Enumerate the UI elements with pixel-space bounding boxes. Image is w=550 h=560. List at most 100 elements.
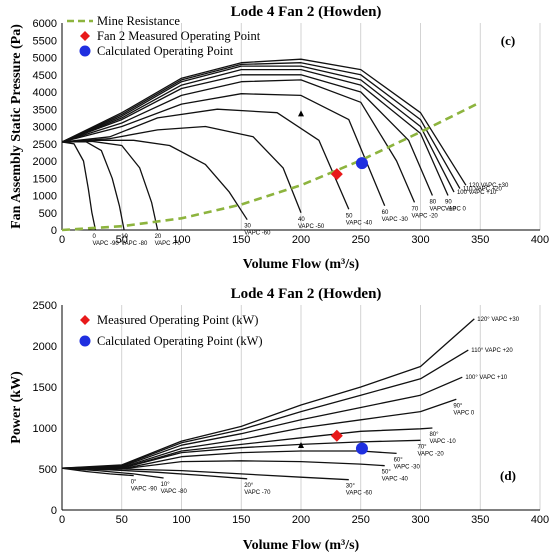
fan-curve-line	[61, 62, 461, 189]
curve-label: VAPC -20	[418, 451, 445, 457]
curve-label: 0°	[131, 480, 137, 486]
curve-label: 20	[155, 234, 162, 240]
curve-label: 60°	[394, 457, 404, 463]
curve-label: 70	[412, 206, 419, 212]
x-axis-label: Volume Flow (m³/s)	[243, 538, 360, 553]
fan-curve-line	[61, 376, 463, 469]
curve-label: VAPC -90	[92, 241, 119, 247]
x-tick-label: 250	[352, 514, 370, 526]
y-tick-label: 0	[51, 505, 57, 517]
x-tick-label: 400	[531, 514, 549, 526]
y-tick-label: 1500	[33, 382, 57, 394]
x-tick-label: 300	[411, 234, 429, 246]
panel-label: (c)	[501, 33, 515, 48]
measured-operating-point	[330, 429, 343, 442]
x-tick-label: 0	[59, 514, 65, 526]
y-tick-label: 1000	[33, 191, 57, 203]
y-tick-label: 6000	[33, 18, 57, 30]
curve-label: VAPC -80	[161, 489, 188, 495]
x-tick-label: 50	[116, 234, 128, 246]
y-tick-label: 500	[39, 464, 57, 476]
curve-label: 40	[298, 217, 305, 223]
y-tick-label: 1500	[33, 173, 57, 185]
curve-label: 20°	[244, 483, 254, 489]
y-tick-label: 2500	[33, 300, 57, 312]
curve-label: 120° VAPC +30	[477, 317, 519, 323]
curve-label: 30°	[346, 484, 356, 490]
x-tick-label: 350	[471, 514, 489, 526]
y-tick-label: 5000	[33, 53, 57, 65]
curve-label: VAPC 0	[453, 410, 475, 416]
triangle-marker	[298, 442, 304, 449]
y-tick-label: 2000	[33, 156, 57, 168]
y-tick-label: 3000	[33, 122, 57, 134]
legend-entry-label: Calculated Operating Point	[97, 44, 234, 58]
fan-curve-line	[62, 427, 433, 469]
y-axis-label: Power (kW)	[9, 371, 24, 444]
curve-label: VAPC -70	[155, 241, 182, 247]
legend-entry-label: Calculated Operating Point (kW)	[97, 334, 263, 348]
curve-label: 90°	[453, 403, 463, 409]
curve-label: VAPC -20	[412, 213, 439, 219]
measured-operating-point	[330, 168, 343, 181]
curve-label: VAPC -50	[298, 224, 325, 230]
legend-swatch-diamond	[80, 31, 90, 41]
curve-label: VAPC -10	[429, 207, 456, 213]
triangle-marker	[298, 110, 304, 117]
curve-label: 90	[445, 200, 452, 206]
y-tick-label: 4000	[33, 87, 57, 99]
x-tick-label: 400	[531, 234, 549, 246]
y-tick-label: 0	[51, 225, 57, 237]
curve-label: VAPC -90	[131, 487, 158, 493]
legend-entry-label: Measured Operating Point (kW)	[97, 313, 258, 327]
curve-label: 50°	[382, 470, 392, 476]
legend-entry-label: Mine Resistance	[97, 14, 180, 28]
y-tick-label: 5500	[33, 35, 57, 47]
x-tick-label: 0	[59, 234, 65, 246]
x-tick-label: 50	[116, 514, 128, 526]
chart-title: Lode 4 Fan 2 (Howden)	[231, 4, 382, 20]
curve-label: 80°	[429, 432, 439, 438]
curve-label: 60	[382, 210, 389, 216]
x-tick-label: 100	[172, 234, 190, 246]
fan-curve-line	[61, 58, 467, 186]
x-tick-label: 100	[172, 514, 190, 526]
curve-label: VAPC -10	[429, 439, 456, 445]
x-tick-label: 300	[411, 514, 429, 526]
y-tick-label: 3500	[33, 104, 57, 116]
y-tick-label: 500	[39, 208, 57, 220]
panel-label: (d)	[500, 468, 516, 483]
chart-panel-power: 0 50 100 150 200 250 300 350 400 0 500 1000 1500 2000…	[9, 286, 549, 553]
x-tick-label: 150	[232, 234, 250, 246]
curve-label: 30	[244, 224, 251, 230]
fan-curve-line	[61, 141, 97, 231]
curve-label: VAPC -40	[382, 477, 409, 483]
chart-panel-pressure: 0 50 100 150 200 250 300 350 4000500100015002000…	[9, 4, 549, 272]
legend: Measured Operating Point (kW) Calculated …	[79, 313, 263, 348]
fan-curve-line	[61, 467, 134, 477]
legend-swatch-circle	[79, 45, 91, 57]
fan-curve-line	[61, 125, 302, 214]
fan-curve-line	[61, 139, 248, 221]
y-tick-label: 2000	[33, 341, 57, 353]
x-tick-label: 150	[232, 514, 250, 526]
fan-curve-line	[61, 108, 350, 210]
curve-label: 0	[92, 234, 96, 240]
curve-label: 100 VAPC +10	[457, 190, 497, 196]
x-tick-label: 200	[292, 514, 310, 526]
curve-label: VAPC -70	[244, 490, 271, 496]
curve-label: 110° VAPC +20	[471, 348, 513, 354]
curve-label: 110 VAPC +20	[463, 187, 503, 193]
fan-curve-line	[61, 318, 475, 469]
mine-resistance-line	[61, 101, 481, 232]
fan-curve-line	[61, 65, 455, 193]
curve-label: 10°	[161, 482, 171, 488]
x-tick-label: 350	[471, 234, 489, 246]
fan-curve-line	[61, 398, 457, 469]
curve-label: VAPC -60	[346, 491, 373, 497]
fan-curve-line	[61, 349, 469, 469]
curve-label: 10	[121, 234, 128, 240]
x-tick-label: 200	[292, 234, 310, 246]
